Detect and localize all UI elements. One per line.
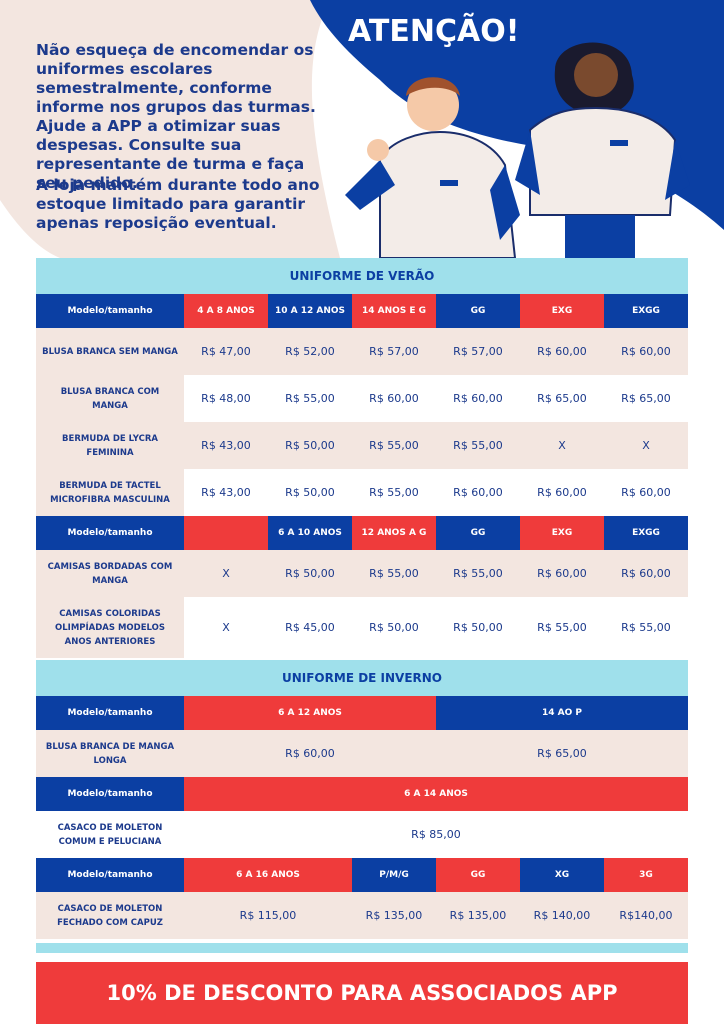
item-name: BLUSA BRANCA COM MANGA bbox=[36, 375, 184, 422]
size-header: 4 A 8 ANOS bbox=[184, 294, 268, 328]
divider bbox=[36, 943, 688, 953]
price: R$140,00 bbox=[604, 892, 688, 939]
item-name: CAMISAS BORDADAS COM MANGA bbox=[36, 550, 184, 597]
size-header: GG bbox=[436, 858, 520, 892]
size-header: 10 A 12 ANOS bbox=[268, 294, 352, 328]
price: R$ 50,00 bbox=[268, 469, 352, 516]
size-header: 12 ANOS A G bbox=[352, 516, 436, 550]
price: R$ 60,00 bbox=[352, 375, 436, 422]
size-header: GG bbox=[436, 516, 520, 550]
price: R$ 65,00 bbox=[436, 730, 688, 777]
size-header: GG bbox=[436, 294, 520, 328]
header-label: Modelo/tamanho bbox=[36, 777, 184, 811]
price: R$ 45,00 bbox=[268, 597, 352, 658]
price: R$ 48,00 bbox=[184, 375, 268, 422]
price: R$ 115,00 bbox=[184, 892, 352, 939]
size-header: 6 A 14 ANOS bbox=[184, 777, 688, 811]
section-title: UNIFORME DE INVERNO bbox=[36, 660, 688, 696]
header-label: Modelo/tamanho bbox=[36, 294, 184, 328]
price: R$ 50,00 bbox=[268, 422, 352, 469]
price: X bbox=[520, 422, 604, 469]
price: R$ 65,00 bbox=[520, 375, 604, 422]
size-header: 6 A 16 ANOS bbox=[184, 858, 352, 892]
size-header bbox=[184, 516, 268, 550]
price: R$ 60,00 bbox=[436, 375, 520, 422]
size-header: P/M/G bbox=[352, 858, 436, 892]
price: R$ 135,00 bbox=[436, 892, 520, 939]
paragraph: A loja mantém durante todo ano estoque l… bbox=[36, 176, 320, 232]
price: R$ 65,00 bbox=[604, 375, 688, 422]
price: R$ 47,00 bbox=[184, 328, 268, 375]
price: R$ 60,00 bbox=[520, 328, 604, 375]
price: R$ 135,00 bbox=[352, 892, 436, 939]
price: R$ 55,00 bbox=[352, 469, 436, 516]
price: R$ 43,00 bbox=[184, 469, 268, 516]
price: X bbox=[604, 422, 688, 469]
size-header: EXG bbox=[520, 516, 604, 550]
title: ATENÇÃO! bbox=[348, 14, 520, 49]
price: R$ 60,00 bbox=[604, 469, 688, 516]
price: R$ 60,00 bbox=[604, 550, 688, 597]
price: R$ 57,00 bbox=[352, 328, 436, 375]
price: R$ 50,00 bbox=[352, 597, 436, 658]
price: R$ 60,00 bbox=[436, 469, 520, 516]
price: R$ 60,00 bbox=[184, 730, 436, 777]
item-name: CASACO DE MOLETON FECHADO COM CAPUZ bbox=[36, 892, 184, 939]
size-header: XG bbox=[520, 858, 604, 892]
price: R$ 50,00 bbox=[436, 597, 520, 658]
price: R$ 52,00 bbox=[268, 328, 352, 375]
header-label: Modelo/tamanho bbox=[36, 516, 184, 550]
size-header: EXGG bbox=[604, 516, 688, 550]
size-header: 14 AO P bbox=[436, 696, 688, 730]
size-header: EXGG bbox=[604, 294, 688, 328]
price: R$ 55,00 bbox=[436, 550, 520, 597]
price: R$ 55,00 bbox=[352, 550, 436, 597]
item-name: BLUSA BRANCA DE MANGA LONGA bbox=[36, 730, 184, 777]
section-title: UNIFORME DE VERÃO bbox=[36, 258, 688, 294]
price: R$ 60,00 bbox=[604, 328, 688, 375]
size-header: 3G bbox=[604, 858, 688, 892]
price: R$ 55,00 bbox=[268, 375, 352, 422]
size-header: 14 ANOS E G bbox=[352, 294, 436, 328]
price: R$ 55,00 bbox=[604, 597, 688, 658]
price-tables: UNIFORME DE VERÃO Modelo/tamanho 4 A 8 ANO… bbox=[36, 258, 688, 958]
item-name: CASACO DE MOLETON COMUM E PELUCIANA bbox=[36, 811, 184, 858]
footer-banner: 10% DE DESCONTO PARA ASSOCIADOS APP bbox=[36, 962, 688, 1024]
price: X bbox=[184, 597, 268, 658]
price: R$ 85,00 bbox=[184, 811, 688, 858]
item-name: BERMUDA DE LYCRA FEMININA bbox=[36, 422, 184, 469]
size-header: 6 A 12 ANOS bbox=[184, 696, 436, 730]
price: R$ 55,00 bbox=[520, 597, 604, 658]
header-label: Modelo/tamanho bbox=[36, 858, 184, 892]
price: R$ 43,00 bbox=[184, 422, 268, 469]
size-header: EXG bbox=[520, 294, 604, 328]
background-art bbox=[0, 0, 724, 258]
price: R$ 57,00 bbox=[436, 328, 520, 375]
price: R$ 55,00 bbox=[352, 422, 436, 469]
price: R$ 60,00 bbox=[520, 550, 604, 597]
price: X bbox=[184, 550, 268, 597]
price: R$ 55,00 bbox=[436, 422, 520, 469]
paragraph: Não esqueça de encomendar os uniformes e… bbox=[36, 41, 316, 192]
item-name: CAMISAS COLORIDAS OLIMPÍADAS MODELOS ANO… bbox=[36, 597, 184, 658]
price: R$ 50,00 bbox=[268, 550, 352, 597]
header-label: Modelo/tamanho bbox=[36, 696, 184, 730]
price: R$ 60,00 bbox=[520, 469, 604, 516]
item-name: BLUSA BRANCA SEM MANGA bbox=[36, 328, 184, 375]
price: R$ 140,00 bbox=[520, 892, 604, 939]
size-header: 6 A 10 ANOS bbox=[268, 516, 352, 550]
item-name: BERMUDA DE TACTEL MICROFIBRA MASCULINA bbox=[36, 469, 184, 516]
